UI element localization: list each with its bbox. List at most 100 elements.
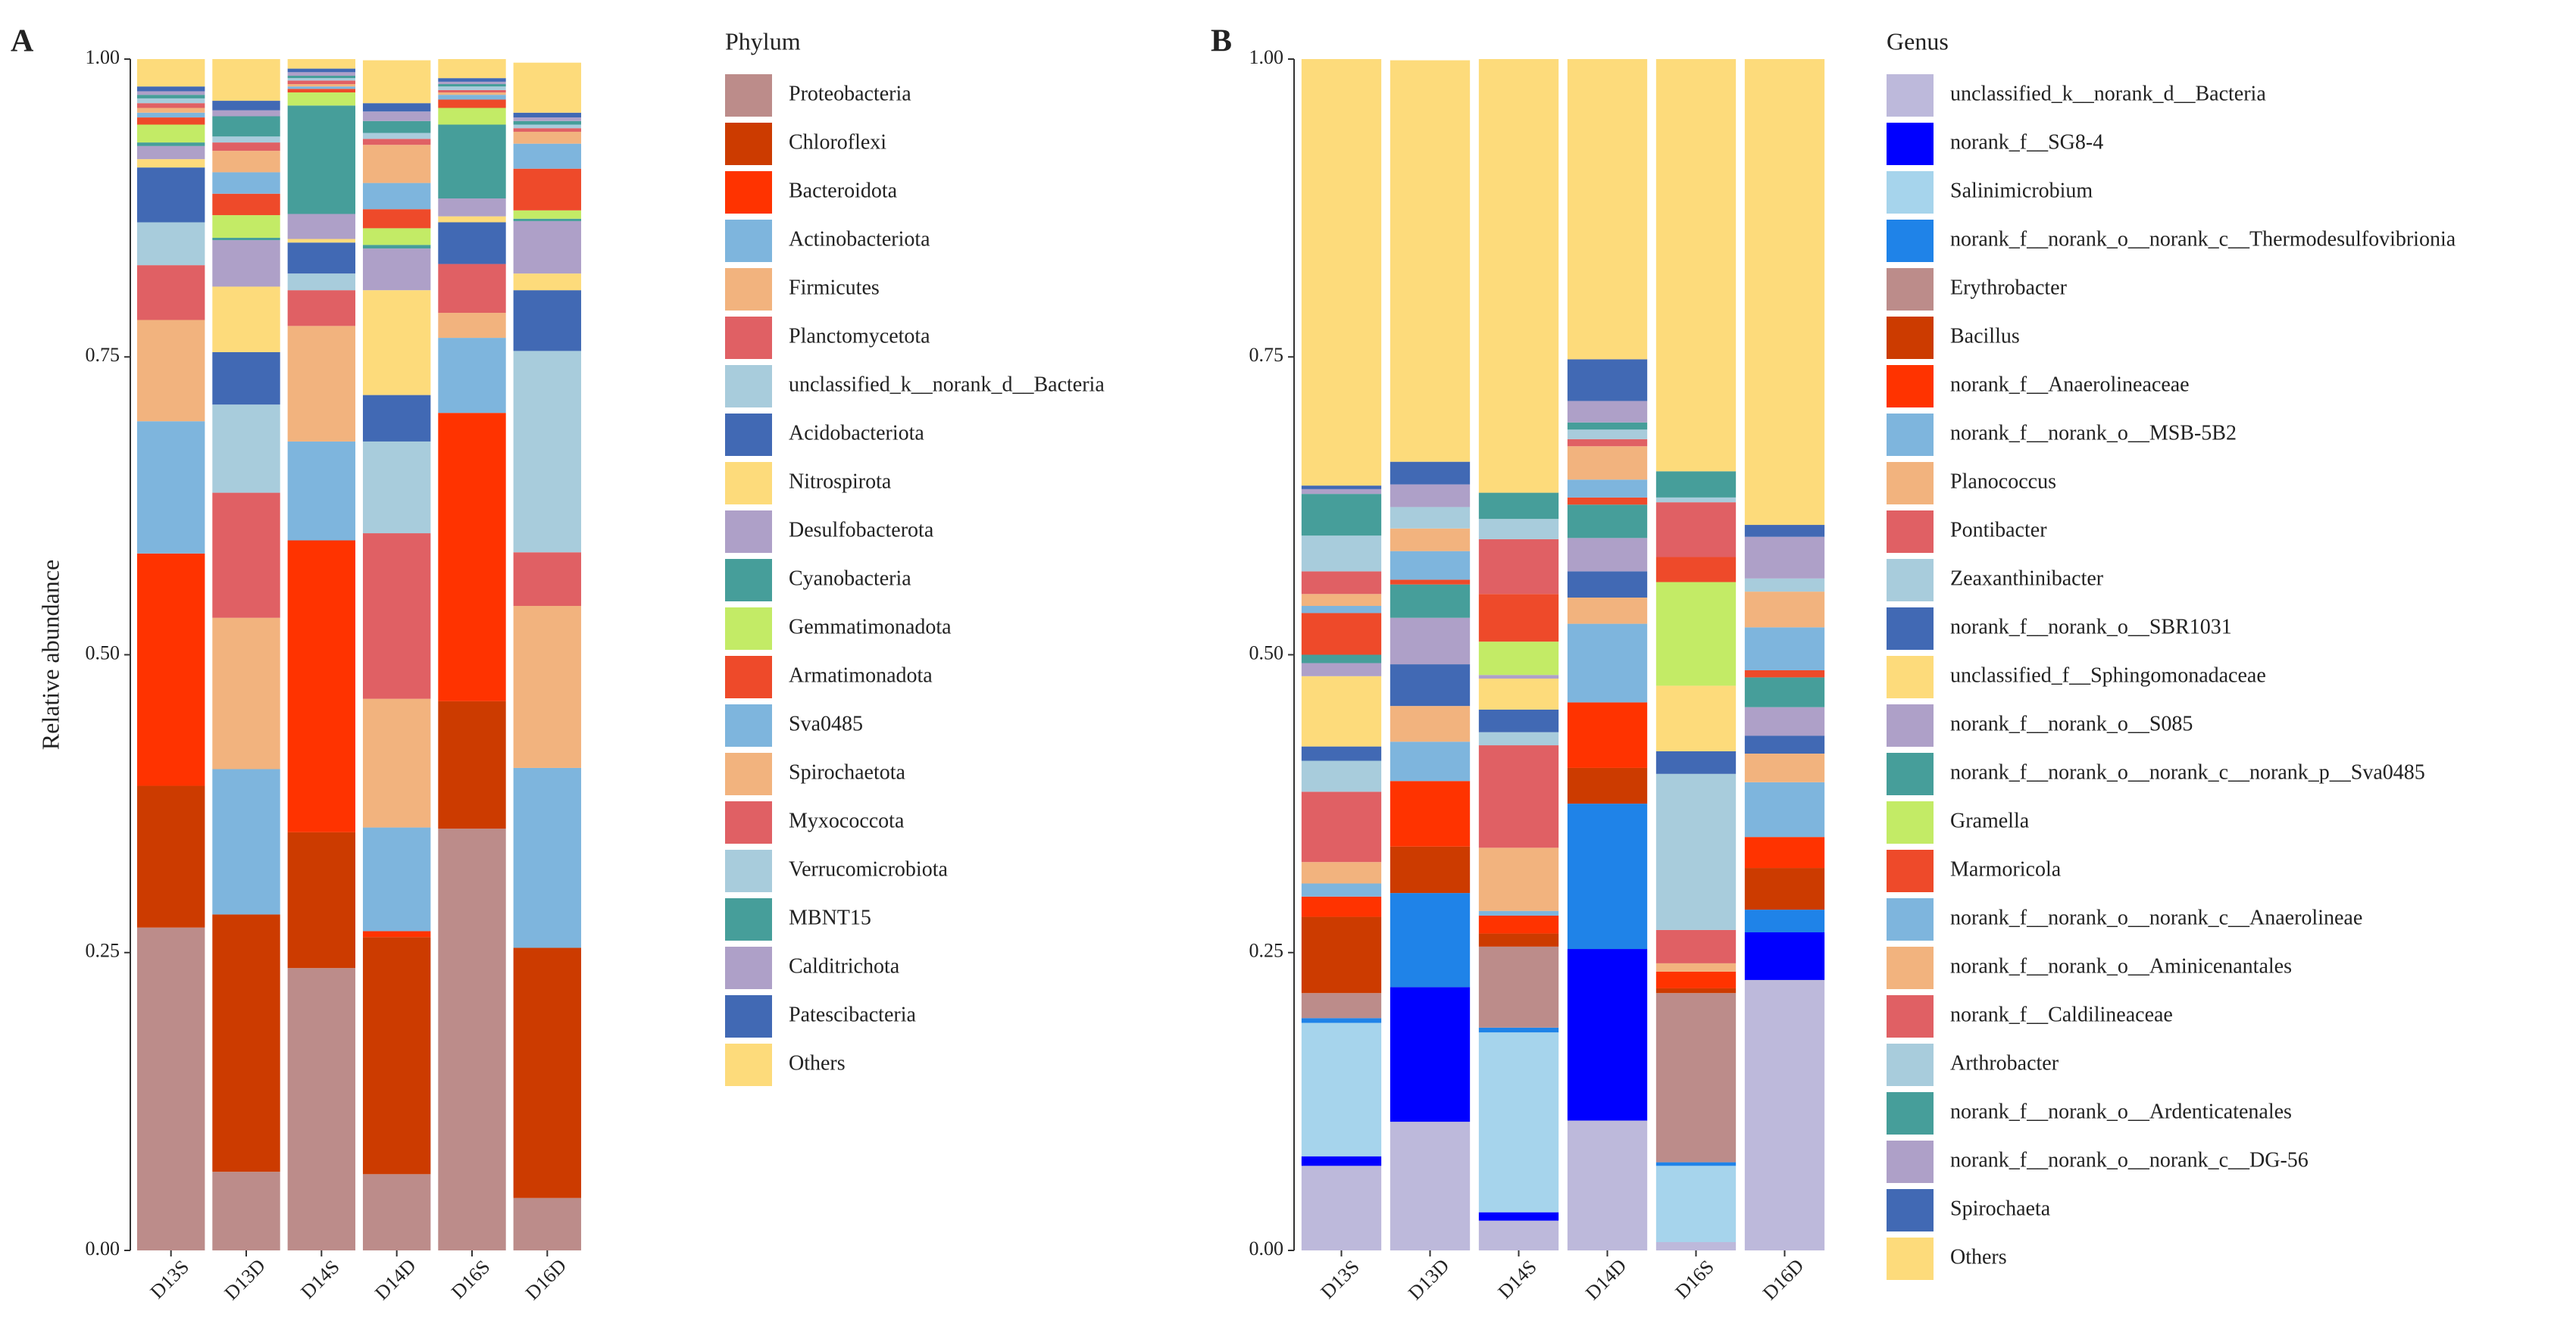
bar-segment: [136, 86, 205, 92]
x-tick-label: D13D: [1404, 1254, 1453, 1303]
bar-segment: [362, 209, 431, 229]
bar-segment: [212, 1172, 280, 1250]
bar-segment: [1655, 59, 1737, 472]
legend-label: norank_f__SG8-4: [1950, 130, 2103, 154]
bar-segment: [1478, 538, 1559, 595]
legend-swatch: [1887, 559, 1934, 601]
bar-segment: [362, 103, 431, 112]
bar-segment: [1567, 702, 1648, 768]
legend-swatch: [1887, 1092, 1934, 1135]
x-tick-label: D14D: [1581, 1254, 1630, 1303]
legend-swatch: [725, 947, 772, 989]
x-tick-label: D13S: [1317, 1256, 1364, 1303]
legend-swatch: [1887, 607, 1934, 650]
bar-segment: [1478, 59, 1559, 493]
bar-segment: [287, 242, 356, 274]
bar-segment: [1390, 60, 1471, 462]
x-tick-label: D16S: [1671, 1256, 1718, 1303]
bar-segment: [513, 606, 582, 768]
bar-segment: [1567, 359, 1648, 401]
bar-segment: [136, 142, 205, 146]
bar-segment: [513, 947, 582, 1198]
bar-segment: [1478, 847, 1559, 911]
bar-segment: [1567, 497, 1648, 505]
legend-swatch: [725, 74, 772, 117]
bar-segment: [1301, 993, 1382, 1019]
legend-swatch: [725, 220, 772, 262]
y-tick-label: 0.75: [86, 344, 120, 366]
bar-segment: [1744, 677, 1825, 707]
legend-label: norank_f__norank_o__norank_c__Anaeroline…: [1950, 906, 2362, 929]
bar-segment: [136, 159, 205, 168]
bar-segment: [1655, 471, 1737, 498]
bar-segment: [1744, 525, 1825, 537]
bar-segment: [1567, 767, 1648, 804]
bar-segment: [1478, 678, 1559, 710]
legend-swatch: [725, 317, 772, 359]
legend-label: Salinimicrobium: [1950, 179, 2093, 202]
legend-swatch: [1887, 850, 1934, 892]
y-tick-label: 1.00: [1249, 46, 1284, 68]
bar-segment: [438, 108, 506, 125]
legend-label: Desulfobacterota: [789, 518, 934, 542]
bar-segment: [1655, 971, 1737, 988]
legend-label: unclassified_k__norank_d__Bacteria: [1950, 82, 2266, 105]
bar-segment: [1301, 594, 1382, 607]
legend-swatch: [1887, 1044, 1934, 1086]
bar-segment: [1744, 837, 1825, 869]
bar-segment: [438, 89, 506, 93]
bar-segment: [362, 133, 431, 139]
bar-segment: [1744, 592, 1825, 628]
legend-label: norank_f__norank_o__norank_c__Thermodesu…: [1950, 227, 2456, 251]
x-tick-label: D16S: [447, 1256, 494, 1303]
bar-segment: [1655, 557, 1737, 582]
bar-segment: [1567, 504, 1648, 538]
bar-segment: [1390, 584, 1471, 618]
bar-segment: [136, 103, 205, 108]
bar-segment: [212, 142, 280, 151]
legend-swatch: [1887, 1238, 1934, 1280]
bar-segment: [438, 59, 506, 79]
bar-segment: [1301, 896, 1382, 917]
bar-segment: [287, 441, 356, 541]
legend-swatch: [725, 801, 772, 844]
bar-segment: [362, 1174, 431, 1250]
bar-segment: [1478, 1032, 1559, 1213]
bar-segment: [287, 290, 356, 326]
bar-segment: [1567, 597, 1648, 624]
legend-swatch: [725, 510, 772, 553]
bar-segment: [1390, 664, 1471, 707]
bar-segment: [513, 128, 582, 132]
legend-label: Bacillus: [1950, 324, 2020, 348]
bar-segment: [287, 214, 356, 239]
bar-segment: [1301, 489, 1382, 495]
bar-segment: [1744, 670, 1825, 678]
bar-segment: [1567, 439, 1648, 447]
bar-segment: [1478, 915, 1559, 934]
bar-segment: [1390, 781, 1471, 847]
legend-swatch: [1887, 947, 1934, 989]
bar-segment: [136, 95, 205, 98]
legend-label: norank_f__norank_o__norank_c__DG-56: [1950, 1148, 2309, 1172]
bar-segment: [212, 151, 280, 173]
bar-segment: [1478, 1220, 1559, 1250]
bar-segment: [513, 120, 582, 125]
legend-swatch: [725, 898, 772, 941]
legend-label: Patescibacteria: [789, 1003, 916, 1026]
bar-segment: [1655, 582, 1737, 686]
bar-segment: [513, 168, 582, 211]
bar-segment: [1390, 551, 1471, 580]
bar-segment: [1390, 706, 1471, 742]
bar-segment: [1744, 782, 1825, 838]
legend-swatch: [1887, 414, 1934, 456]
legend-swatch: [725, 171, 772, 214]
bar-segment: [287, 80, 356, 85]
bar-segment: [1567, 479, 1648, 498]
legend-swatch: [725, 704, 772, 747]
bar-segment: [438, 313, 506, 339]
bar-segment: [1301, 676, 1382, 747]
legend-swatch: [725, 995, 772, 1038]
bar-segment: [1301, 606, 1382, 613]
bar-segment: [287, 832, 356, 969]
